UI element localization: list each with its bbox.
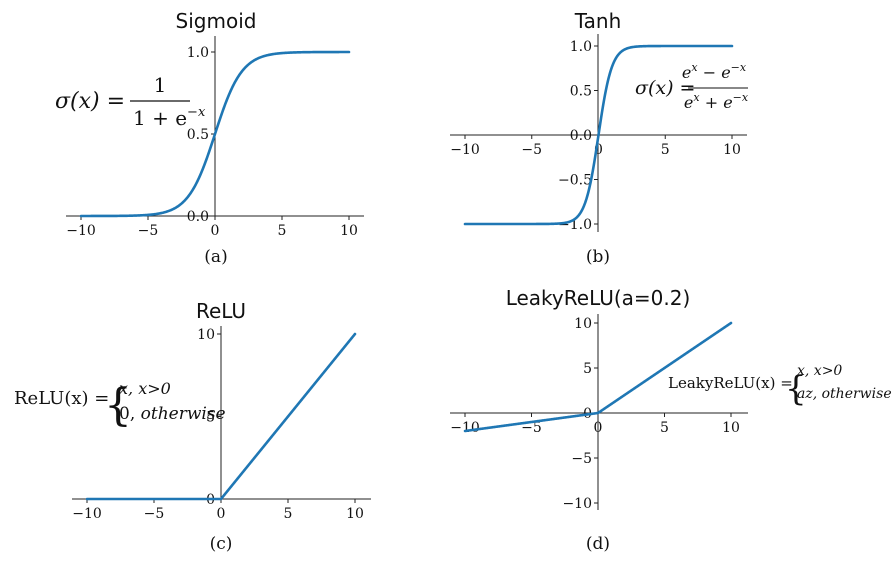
panel-caption: (d): [586, 534, 610, 554]
sigmoid-series-line: [79, 50, 351, 218]
tanh-series-line: [463, 44, 734, 226]
panel-caption: (c): [210, 534, 233, 554]
x-tick-label: 5: [284, 506, 293, 522]
formula-lhs: σ(x) =: [55, 89, 125, 114]
formula-lhs: ReLU(x) =: [14, 388, 109, 409]
x-tick-label: 10: [723, 142, 741, 158]
sigmoid-formula: σ(x) = 1 1 + e−x: [55, 73, 206, 130]
y-tick-label: 10: [574, 316, 592, 332]
formula-case-1: x, x>0: [119, 379, 171, 398]
x-tick-label: −5: [521, 142, 542, 158]
tanh-formula: σ(x) = ex − e−x ex + e−x: [635, 61, 749, 112]
x-tick-label: 5: [278, 223, 287, 239]
formula-case-1: x, x>0: [797, 363, 842, 379]
formula-case-2: az, otherwise: [797, 386, 892, 402]
chart-title: Sigmoid: [176, 9, 257, 33]
leaky-relu-formula: LeakyReLU(x) = { x, x>0 az, otherwise: [668, 363, 892, 409]
panel-caption: (a): [204, 247, 227, 267]
formula-numerator: ex − e−x: [682, 61, 747, 82]
y-tick-label: 5: [206, 410, 215, 426]
y-tick-label: 0.0: [187, 209, 209, 225]
x-tick-label: 0: [594, 142, 603, 158]
y-tick-label: −0.5: [558, 173, 592, 189]
panel-sigmoid: Sigmoid −10 −5 0 5 10 0.0 0.5 1.0 σ(x) = 1 1 + …: [55, 9, 364, 267]
x-tick-label: −10: [450, 142, 480, 158]
chart-title: LeakyReLU(a=0.2): [506, 286, 691, 310]
x-tick-label: 0: [217, 506, 226, 522]
formula-lhs: σ(x) =: [635, 77, 695, 99]
relu-series-line: [85, 332, 357, 501]
y-tick-label: 1.0: [570, 39, 592, 55]
formula-numerator: 1: [154, 73, 167, 97]
svg-text:{: {: [785, 369, 807, 409]
x-tick-label: −10: [66, 223, 96, 239]
chart-title: Tanh: [574, 9, 622, 33]
x-tick-label: 0: [211, 223, 220, 239]
x-tick-label: −5: [138, 223, 159, 239]
y-tick-label: 0.5: [187, 127, 209, 143]
chart-title: ReLU: [196, 299, 246, 323]
formula-denominator: ex + e−x: [684, 91, 749, 112]
x-tick-label: 10: [346, 506, 364, 522]
x-tick-label: −10: [450, 420, 480, 436]
panel-caption: (b): [586, 247, 610, 267]
y-tick-label: −1.0: [558, 217, 592, 233]
y-tick-label: 0.0: [570, 128, 592, 144]
leaky-relu-series-line: [463, 321, 733, 433]
x-tick-label: −5: [144, 506, 165, 522]
panel-tanh: Tanh −10 −5 0 5 10 −1.0 −0.5 0.0 0.5 1.0 σ(x) = e…: [450, 9, 749, 267]
x-tick-label: 10: [722, 420, 740, 436]
y-tick-label: 10: [197, 327, 215, 343]
formula-lhs: LeakyReLU(x) =: [668, 374, 793, 392]
x-tick-label: −10: [72, 506, 102, 522]
y-tick-label: 1.0: [187, 45, 209, 61]
formula-case-2: 0, otherwise: [119, 404, 226, 424]
x-tick-label: 5: [661, 142, 670, 158]
x-tick-label: 0: [594, 420, 603, 436]
x-tick-label: 10: [340, 223, 358, 239]
x-tick-label: 5: [660, 420, 669, 436]
relu-formula: ReLU(x) = { x, x>0 0, otherwise: [14, 379, 226, 431]
y-tick-label: −10: [562, 496, 592, 512]
svg-text:{: {: [104, 380, 132, 431]
y-tick-label: 0.5: [570, 84, 592, 100]
y-tick-label: −5: [571, 451, 592, 467]
y-tick-label: 5: [583, 361, 592, 377]
formula-denominator: 1 + e−x: [133, 105, 206, 130]
